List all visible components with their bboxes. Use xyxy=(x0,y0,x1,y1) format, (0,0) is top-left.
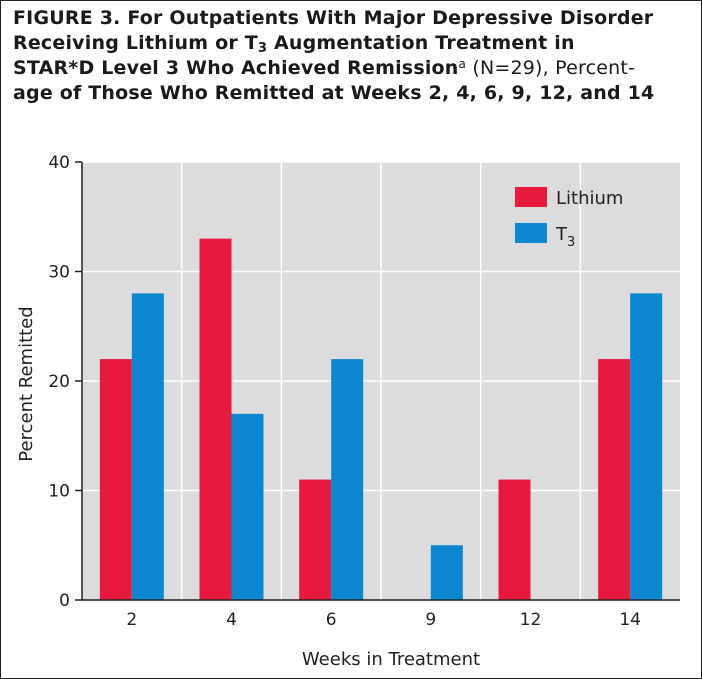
title-line-4: age of Those Who Remitted at Weeks 2, 4,… xyxy=(13,82,655,104)
x-tick-label: 14 xyxy=(619,610,641,630)
legend-swatch-t3 xyxy=(515,223,547,243)
y-tick-label: 0 xyxy=(59,591,70,611)
y-axis-label: Percent Remitted xyxy=(16,306,37,461)
figure-title: FIGURE 3. For Outpatients With Major Dep… xyxy=(13,6,693,106)
x-tick-label: 2 xyxy=(126,610,137,630)
tick-labels: 0 10 20 30 40 2 4 6 9 12 14 xyxy=(48,153,641,630)
x-tick-label: 6 xyxy=(326,610,337,630)
bar-t3-week-6 xyxy=(331,359,364,600)
legend-label-t3: T3 xyxy=(555,224,575,250)
gridlines xyxy=(82,161,680,600)
x-tick-label: 4 xyxy=(226,610,237,630)
bar-t3-week-2 xyxy=(131,293,164,600)
legend: Lithium T3 xyxy=(515,187,623,250)
y-tick-label: 40 xyxy=(48,153,70,173)
legend-label-lithium: Lithium xyxy=(556,188,623,209)
bar-lithium-week-4 xyxy=(199,238,232,600)
bar-t3-week-9 xyxy=(430,545,463,600)
x-axis-label: Weeks in Treatment xyxy=(302,649,480,670)
x-tick-label: 9 xyxy=(425,610,436,630)
y-tick-label: 10 xyxy=(48,482,70,502)
bars xyxy=(99,238,663,600)
bar-lithium-week-6 xyxy=(299,479,332,600)
y-tick-label: 20 xyxy=(48,372,70,392)
bar-t3-week-4 xyxy=(231,413,264,600)
bar-lithium-week-14 xyxy=(598,359,631,600)
bar-t3-week-14 xyxy=(630,293,663,600)
axes xyxy=(75,161,680,601)
y-tick-label: 30 xyxy=(48,263,70,283)
title-line-1: FIGURE 3. For Outpatients With Major Dep… xyxy=(13,7,654,29)
title-line-2: Receiving Lithium or T3 Augmentation Tre… xyxy=(13,32,575,56)
x-tick-label: 12 xyxy=(520,610,542,630)
bar-lithium-week-12 xyxy=(498,479,531,600)
title-line-3: STAR*D Level 3 Who Achieved Remissiona (… xyxy=(13,57,636,79)
legend-swatch-lithium xyxy=(515,187,547,207)
bar-lithium-week-2 xyxy=(99,359,132,600)
